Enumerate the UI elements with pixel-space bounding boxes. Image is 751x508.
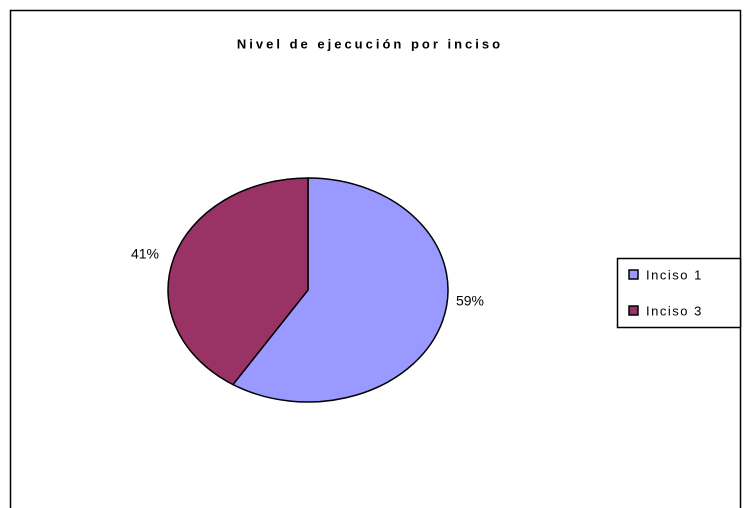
legend-label: Inciso 3 (646, 303, 703, 318)
chart-title: Nivel de ejecución por inciso (237, 36, 503, 51)
pie-slice (167, 177, 309, 386)
legend-label: Inciso 1 (646, 267, 703, 282)
data-label: 41% (131, 246, 159, 262)
legend-swatch (628, 269, 639, 280)
pie-slice (231, 177, 449, 403)
data-label: 59% (456, 293, 484, 309)
legend-swatch (628, 305, 639, 316)
legend-box (616, 257, 742, 329)
